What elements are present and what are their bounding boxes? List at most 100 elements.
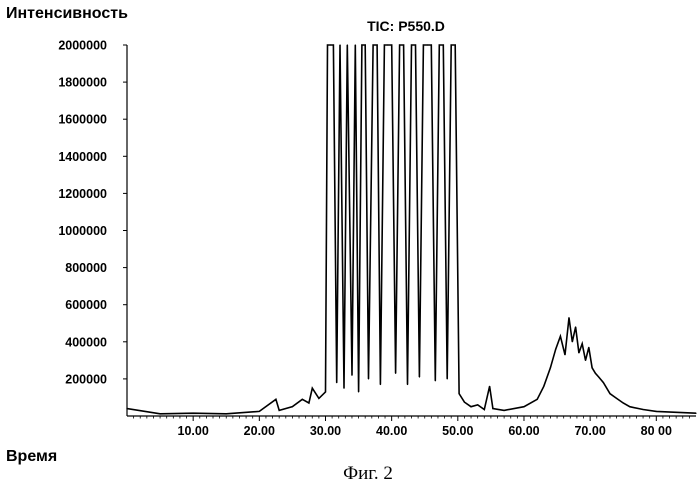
data-point bbox=[623, 402, 624, 403]
data-point bbox=[676, 412, 677, 413]
data-point bbox=[193, 413, 194, 414]
y-tick-label: 1000000 bbox=[58, 224, 107, 238]
x-tick-label: 60.00 bbox=[508, 424, 539, 438]
data-point bbox=[368, 378, 369, 379]
data-point bbox=[585, 360, 586, 361]
x-axis-title: Время bbox=[6, 448, 57, 465]
data-point bbox=[126, 408, 127, 409]
data-point bbox=[373, 44, 374, 45]
data-point bbox=[343, 388, 344, 389]
data-point bbox=[308, 402, 309, 403]
data-point bbox=[464, 401, 465, 402]
y-tick-label: 2000000 bbox=[58, 39, 107, 53]
data-point bbox=[318, 398, 319, 399]
y-tick-label: 1400000 bbox=[58, 150, 107, 164]
x-tick-label: 80 00 bbox=[641, 424, 672, 438]
data-point bbox=[327, 44, 328, 45]
data-point bbox=[603, 382, 604, 383]
y-tick-label: 1200000 bbox=[58, 187, 107, 201]
data-point bbox=[555, 349, 556, 350]
data-point bbox=[361, 44, 362, 45]
data-point bbox=[484, 409, 485, 410]
data-point bbox=[504, 410, 505, 411]
data-point bbox=[411, 44, 412, 45]
data-point bbox=[598, 376, 599, 377]
x-tick-label: 50.00 bbox=[442, 424, 473, 438]
data-point bbox=[582, 343, 583, 344]
data-point bbox=[656, 411, 657, 412]
data-point bbox=[399, 44, 400, 45]
data-point bbox=[403, 44, 404, 45]
data-point bbox=[259, 411, 260, 412]
y-tick-label: 1800000 bbox=[58, 76, 107, 90]
x-tick-label: 30.00 bbox=[310, 424, 341, 438]
data-point bbox=[477, 404, 478, 405]
data-point bbox=[427, 44, 428, 45]
data-point bbox=[347, 44, 348, 45]
data-point bbox=[384, 44, 385, 45]
data-point bbox=[330, 44, 331, 45]
data-point bbox=[355, 44, 356, 45]
data-point bbox=[578, 352, 579, 353]
y-tick-label: 400000 bbox=[65, 335, 107, 349]
data-point bbox=[365, 44, 366, 45]
y-axis-title: Интенсивность bbox=[6, 5, 128, 22]
figure-caption: Фиг. 2 bbox=[343, 463, 393, 484]
data-point bbox=[435, 380, 436, 381]
data-point bbox=[492, 408, 493, 409]
data-point bbox=[387, 44, 388, 45]
data-point bbox=[275, 399, 276, 400]
data-point bbox=[407, 384, 408, 385]
y-tick-label: 600000 bbox=[65, 298, 107, 312]
data-point bbox=[560, 336, 561, 337]
data-point bbox=[431, 44, 432, 45]
data-point bbox=[543, 386, 544, 387]
data-point bbox=[358, 391, 359, 392]
data-point bbox=[419, 376, 420, 377]
data-point bbox=[423, 44, 424, 45]
data-point bbox=[595, 373, 596, 374]
data-point bbox=[588, 347, 589, 348]
x-tick-label: 10.00 bbox=[178, 424, 209, 438]
data-point bbox=[489, 386, 490, 387]
data-point bbox=[380, 384, 381, 385]
x-tick-label: 20.00 bbox=[244, 424, 275, 438]
data-point bbox=[351, 375, 352, 376]
data-point bbox=[592, 367, 593, 368]
data-point bbox=[279, 410, 280, 411]
data-point bbox=[325, 391, 326, 392]
y-tick-label: 800000 bbox=[65, 261, 107, 275]
data-point bbox=[439, 44, 440, 45]
data-point bbox=[339, 44, 340, 45]
data-point bbox=[459, 393, 460, 394]
data-point bbox=[629, 406, 630, 407]
data-point bbox=[226, 413, 227, 414]
data-point bbox=[523, 406, 524, 407]
data-point bbox=[564, 354, 565, 355]
data-point bbox=[455, 44, 456, 45]
y-ticks: 200000 400000 600000 800000 1000000 1200000 14… bbox=[58, 39, 127, 387]
data-point bbox=[616, 398, 617, 399]
tic-series-line bbox=[127, 45, 696, 414]
data-point bbox=[391, 44, 392, 45]
x-tick-label: 70.00 bbox=[574, 424, 605, 438]
data-point bbox=[376, 44, 377, 45]
data-point bbox=[609, 393, 610, 394]
chart-title: TIC: P550.D bbox=[367, 18, 445, 34]
data-point bbox=[695, 413, 696, 414]
series-group bbox=[126, 44, 696, 414]
y-tick-label: 200000 bbox=[65, 372, 107, 386]
data-point bbox=[443, 44, 444, 45]
data-point bbox=[572, 341, 573, 342]
data-point bbox=[470, 406, 471, 407]
data-point bbox=[537, 399, 538, 400]
data-point bbox=[568, 317, 569, 318]
data-point bbox=[336, 382, 337, 383]
data-point bbox=[415, 44, 416, 45]
data-point bbox=[395, 373, 396, 374]
data-point bbox=[447, 378, 448, 379]
data-point bbox=[575, 326, 576, 327]
data-point bbox=[550, 367, 551, 368]
x-ticks: 10.0020.0030.0040.0050.0060.0070.0080 00 bbox=[134, 416, 690, 438]
